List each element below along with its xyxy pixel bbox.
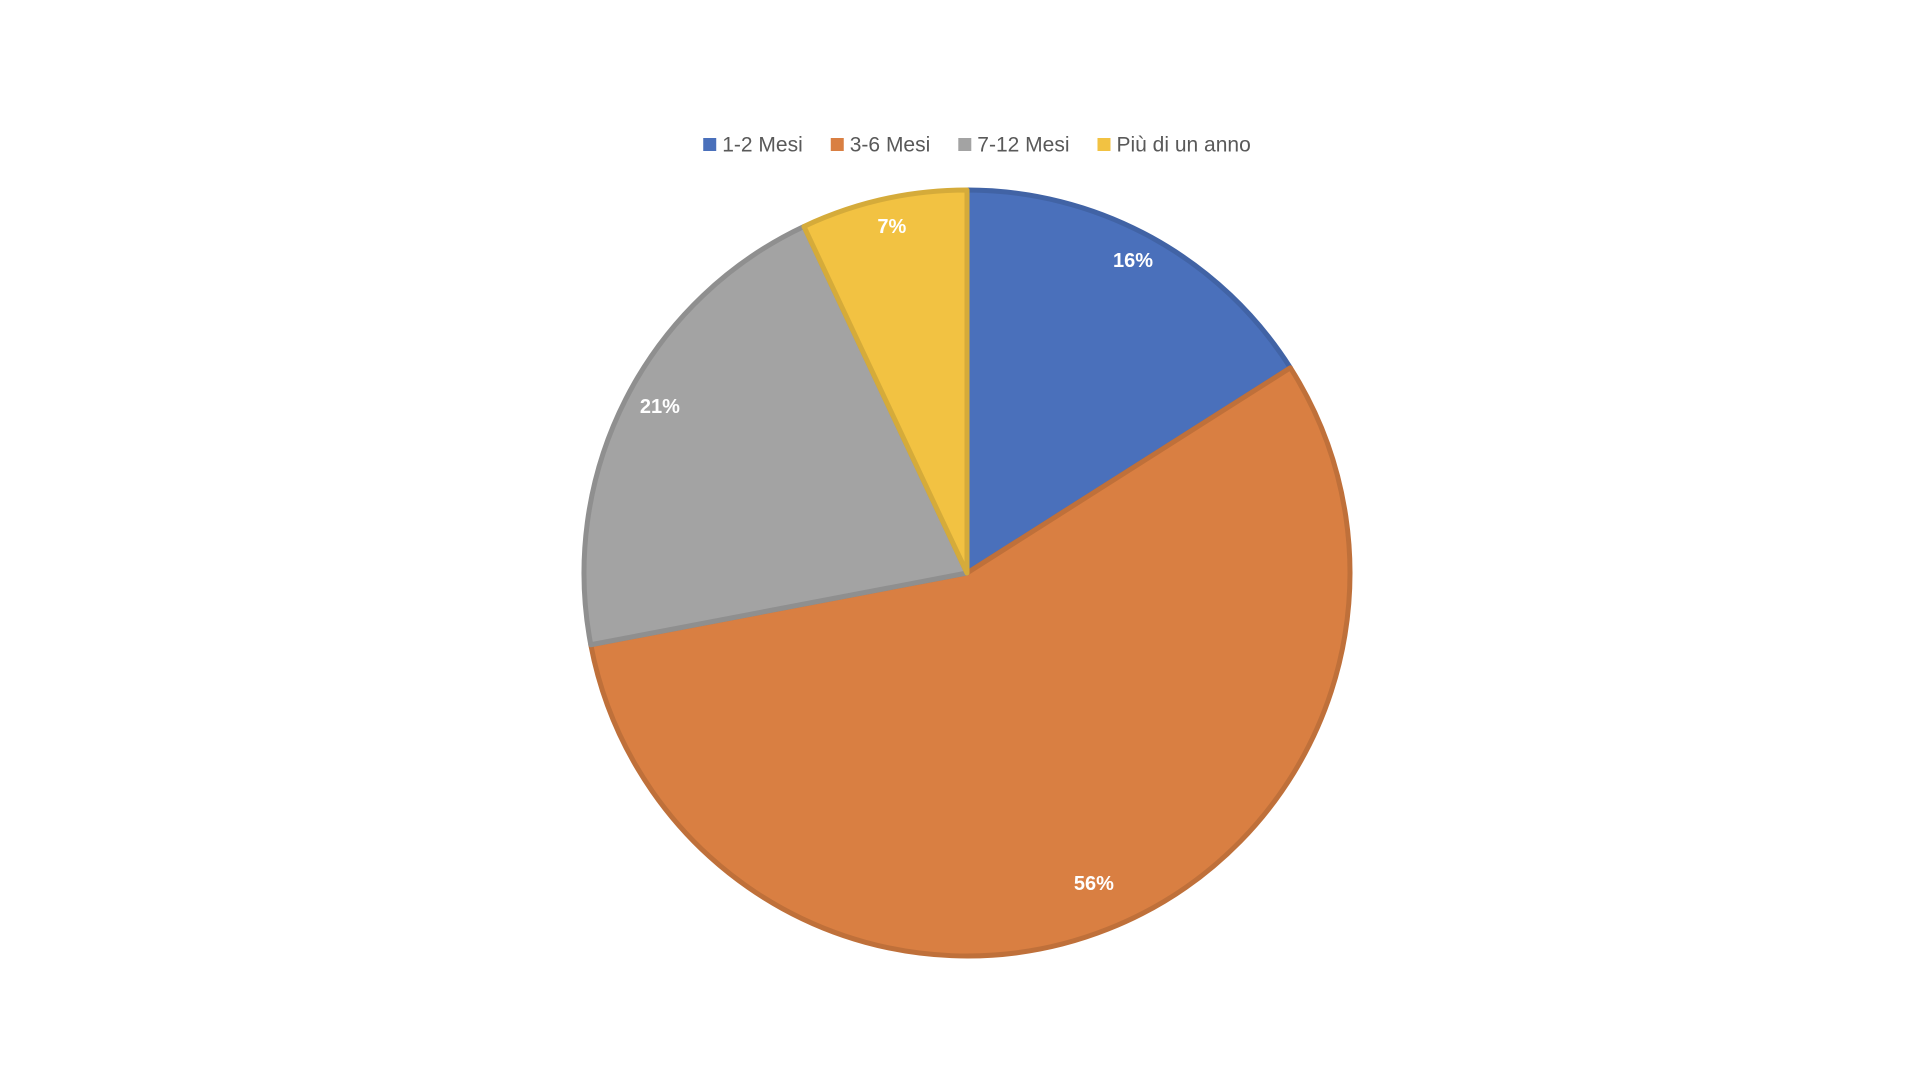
legend-swatch — [830, 138, 844, 151]
legend-text: 7-12 Mesi — [977, 134, 1069, 157]
value-label: 21% — [640, 396, 680, 418]
legend-swatch — [958, 138, 972, 151]
legend-text: 1-2 Mesi — [722, 134, 803, 157]
legend-text: Più di un anno — [1116, 134, 1250, 157]
pie-slice — [801, 187, 970, 576]
pie-slice — [581, 223, 970, 648]
legend-swatch — [703, 138, 717, 151]
pie-slice — [964, 187, 1293, 576]
value-label: 7% — [877, 216, 906, 238]
legend-swatch — [1097, 138, 1111, 151]
legend-text: 3-6 Mesi — [850, 134, 931, 157]
pie-slice — [588, 365, 1353, 959]
value-label: 16% — [1113, 250, 1153, 272]
value-label: 56% — [1074, 873, 1114, 895]
legend: 1-2 Mesi 3-6 Mesi 7-12 Mesi Più di un anno — [703, 134, 1251, 157]
